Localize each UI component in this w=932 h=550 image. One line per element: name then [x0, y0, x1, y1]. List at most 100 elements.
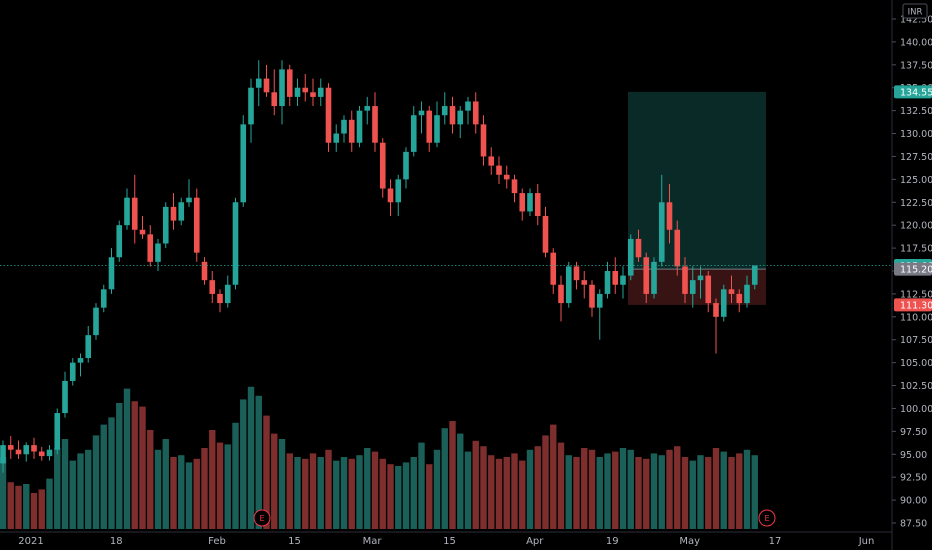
- volume-bar: [154, 449, 162, 529]
- volume-bar: [666, 449, 673, 529]
- candle-body: [310, 92, 316, 97]
- price-tag-label: 115.20: [900, 265, 932, 276]
- candle-body: [581, 280, 588, 285]
- candle-body: [201, 261, 208, 281]
- candle-body: [379, 142, 386, 189]
- price-tick-label: 87.50: [900, 519, 927, 530]
- price-axis[interactable]: 87.50 90.00 92.50 95.00 97.50 100.00 102.50 105…: [891, 0, 932, 550]
- volume-bar: [743, 449, 751, 529]
- volume-bar: [92, 435, 100, 529]
- candle-body: [46, 449, 53, 457]
- price-tick-label: 102.50: [900, 381, 932, 392]
- volume-bar: [635, 457, 642, 529]
- candle-body: [418, 110, 425, 116]
- volume-bar: [348, 458, 355, 529]
- volume-bar: [123, 388, 131, 529]
- volume-bar: [480, 446, 487, 529]
- volume-bar: [658, 455, 665, 529]
- volume-bar: [333, 460, 340, 529]
- candle-body: [728, 289, 735, 294]
- candle-body: [410, 115, 417, 152]
- price-tick-label: 117.50: [900, 244, 932, 255]
- candle-body: [217, 293, 223, 304]
- volume-bar: [7, 482, 14, 529]
- price-tick-label: 107.50: [900, 335, 932, 346]
- position-zone[interactable]: [628, 91, 766, 305]
- volume-bar: [15, 485, 22, 529]
- candle-body: [511, 179, 518, 194]
- volume-bar: [30, 493, 38, 529]
- volume-bar: [0, 457, 7, 529]
- volume-bar: [728, 457, 735, 529]
- candle-body: [674, 229, 681, 267]
- candle-body: [325, 87, 332, 143]
- candle-body: [108, 257, 115, 290]
- candle-body: [441, 106, 448, 116]
- candle-body: [480, 124, 487, 157]
- volume-bar: [54, 448, 61, 529]
- candle-body: [643, 257, 650, 294]
- volume-bar: [705, 457, 712, 529]
- candle-body: [627, 238, 634, 276]
- volume-bar: [317, 457, 324, 529]
- candle-body: [503, 174, 510, 180]
- candle-body: [162, 206, 169, 244]
- currency-text: INR: [908, 8, 923, 18]
- volume-bars: [0, 386, 758, 529]
- volume-bar: [201, 448, 208, 529]
- candle-body: [596, 293, 603, 308]
- earnings-event-icon[interactable]: [758, 509, 776, 527]
- volume-bar: [193, 458, 200, 529]
- candle-body: [85, 335, 92, 359]
- volume-bar: [674, 446, 681, 529]
- volume-bar: [573, 457, 580, 529]
- candle-body: [116, 225, 123, 258]
- candle-body: [248, 87, 254, 125]
- volume-bar: [240, 399, 247, 529]
- volume-bar: [286, 453, 293, 529]
- volume-bar: [162, 439, 169, 529]
- volume-bar: [557, 442, 565, 529]
- volume-bar: [650, 453, 658, 529]
- volume-bar: [596, 457, 603, 529]
- volume-bar: [309, 453, 317, 529]
- candle-body: [666, 202, 673, 230]
- volume-bar: [340, 457, 348, 529]
- candle-body: [263, 78, 270, 93]
- price-tick-label: 120.00: [900, 221, 932, 232]
- candle-body: [651, 261, 657, 294]
- volume-bar: [302, 458, 309, 529]
- candle-body: [170, 206, 177, 221]
- candle-body: [279, 69, 285, 107]
- candle-body: [0, 445, 6, 464]
- candle-body: [403, 151, 409, 180]
- volume-bar: [69, 460, 76, 529]
- profit-zone[interactable]: [628, 91, 766, 270]
- candle-body: [705, 275, 712, 304]
- earnings-event-icon[interactable]: [253, 509, 271, 527]
- time-tick-label: 18: [110, 536, 123, 547]
- volume-bar: [387, 464, 394, 529]
- volume-bar: [627, 449, 634, 529]
- volume-bar: [61, 439, 69, 529]
- candle-body: [457, 110, 464, 125]
- volume-bar: [364, 448, 371, 529]
- candle-body: [612, 271, 619, 285]
- candle-body: [534, 193, 541, 217]
- volume-bar: [185, 462, 193, 529]
- candle-body: [131, 197, 138, 230]
- volume-bar: [542, 435, 549, 529]
- volume-bar: [23, 484, 30, 529]
- price-tick-label: 142.50: [900, 15, 932, 26]
- price-tag: [894, 298, 932, 312]
- volume-bar: [247, 386, 255, 529]
- candle-body: [720, 289, 727, 317]
- price-tick-label: 122.50: [900, 198, 932, 209]
- candle-body: [682, 266, 688, 294]
- stop-zone[interactable]: [628, 269, 766, 305]
- time-axis[interactable]: 202118Feb15Mar15Apr19May17Jun14: [0, 531, 932, 547]
- candle-body: [23, 445, 30, 455]
